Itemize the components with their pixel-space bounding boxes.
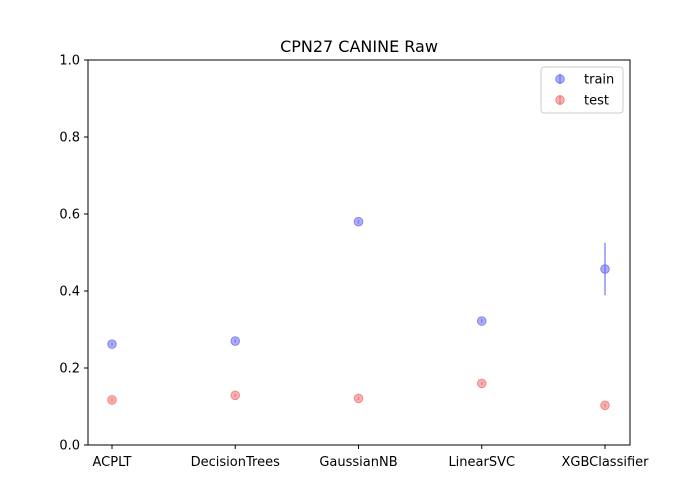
data-point-test [230,390,241,401]
x-tick-label: LinearSVC [448,455,515,470]
x-tick-label: ACPLT [93,455,132,470]
plot-area [87,59,631,446]
data-point-test [353,393,364,404]
legend-label-train: train [584,73,614,88]
data-point-train [107,339,117,349]
legend-marker-train [555,74,565,84]
x-tick-label: XGBClassifier [561,455,649,470]
chart-title: CPN27 CANINE Raw [280,37,438,56]
data-point-train [353,216,364,227]
legend: train test [540,66,624,114]
data-point-train [600,264,610,274]
data-marks [107,216,610,411]
x-tick-label: DecisionTrees [191,455,280,470]
data-point-test [600,400,610,411]
data-point-train [476,316,487,326]
y-tick-label: 1.0 [59,54,80,69]
legend-label-test: test [584,94,609,109]
data-point-test [107,395,117,405]
data-point-train [230,336,241,346]
y-tick-label: 0.4 [59,285,80,300]
y-tick-label: 0.6 [59,208,80,223]
plot-border [87,59,631,446]
y-axis: 0.0 0.2 0.4 0.6 0.8 1.0 [59,54,88,454]
x-tick-label: GaussianNB [319,455,397,470]
data-point-test [476,378,487,389]
legend-marker-test [555,95,565,105]
y-tick-label: 0.0 [59,439,80,454]
y-tick-label: 0.2 [59,362,80,377]
y-tick-label: 0.8 [59,131,80,146]
x-axis: ACPLT DecisionTrees GaussianNB LinearSVC XGB… [93,445,649,470]
